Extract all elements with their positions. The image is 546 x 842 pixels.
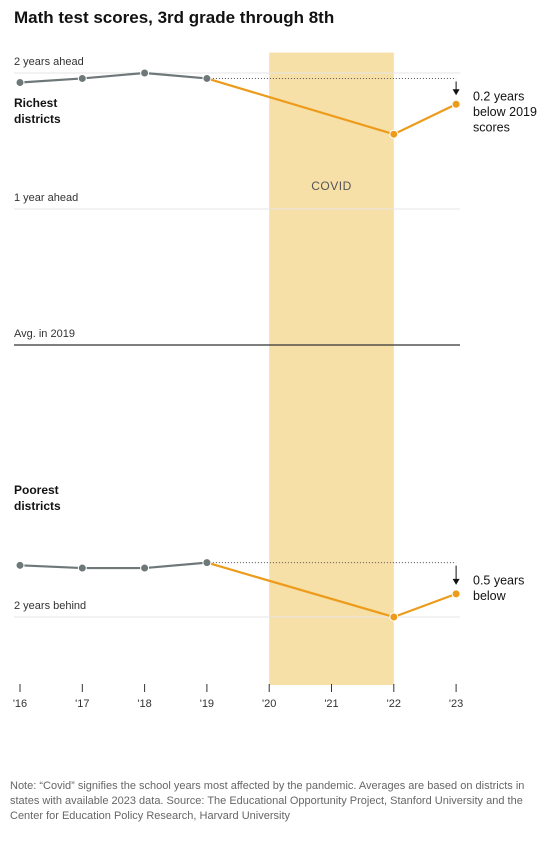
gridline-label: 2 years ahead [14, 56, 84, 68]
series-name: Poorest [14, 483, 59, 497]
change-annotation: scores [473, 120, 510, 134]
chart-title: Math test scores, 3rd grade through 8th [14, 8, 335, 27]
data-point [451, 99, 461, 109]
x-tick-label: '22 [387, 698, 401, 710]
change-annotation: below 2019 [473, 105, 537, 119]
covid-label: COVID [311, 179, 352, 193]
series-name: districts [14, 499, 61, 513]
series-name: Richest [14, 96, 57, 110]
line-chart: COVID 2 years ahead 1 year ahead Avg. in 20… [13, 52, 537, 710]
x-tick-label: '17 [75, 698, 89, 710]
pre-covid-line [19, 561, 207, 570]
x-tick-label: '23 [449, 698, 463, 710]
data-point [202, 73, 212, 83]
data-point [451, 589, 461, 599]
x-tick-label: '18 [137, 698, 151, 710]
change-annotation: below [473, 589, 507, 603]
data-point [389, 129, 399, 139]
x-tick-label: '16 [13, 698, 27, 710]
covid-shade [269, 52, 394, 686]
data-point [140, 563, 150, 573]
series-name: districts [14, 112, 61, 126]
gridline-label: 2 years behind [14, 600, 86, 612]
change-annotation: 0.2 years [473, 89, 524, 103]
gridline-label: 1 year ahead [14, 192, 78, 204]
data-point [140, 68, 150, 78]
data-point [15, 78, 25, 88]
arrow-head [452, 578, 460, 585]
change-annotation: 0.5 years [473, 574, 524, 588]
source-note: Note: “Covid” signifies the school years… [10, 780, 525, 822]
data-point [77, 73, 87, 83]
pre-covid-line [19, 71, 207, 84]
data-point [15, 560, 25, 570]
gridline-label: Avg. in 2019 [14, 328, 75, 340]
data-point [202, 558, 212, 568]
data-point [77, 563, 87, 573]
data-point [389, 612, 399, 622]
arrow-head [452, 89, 460, 96]
x-tick-label: '21 [324, 698, 338, 710]
x-tick-label: '20 [262, 698, 276, 710]
x-tick-label: '19 [200, 698, 214, 710]
